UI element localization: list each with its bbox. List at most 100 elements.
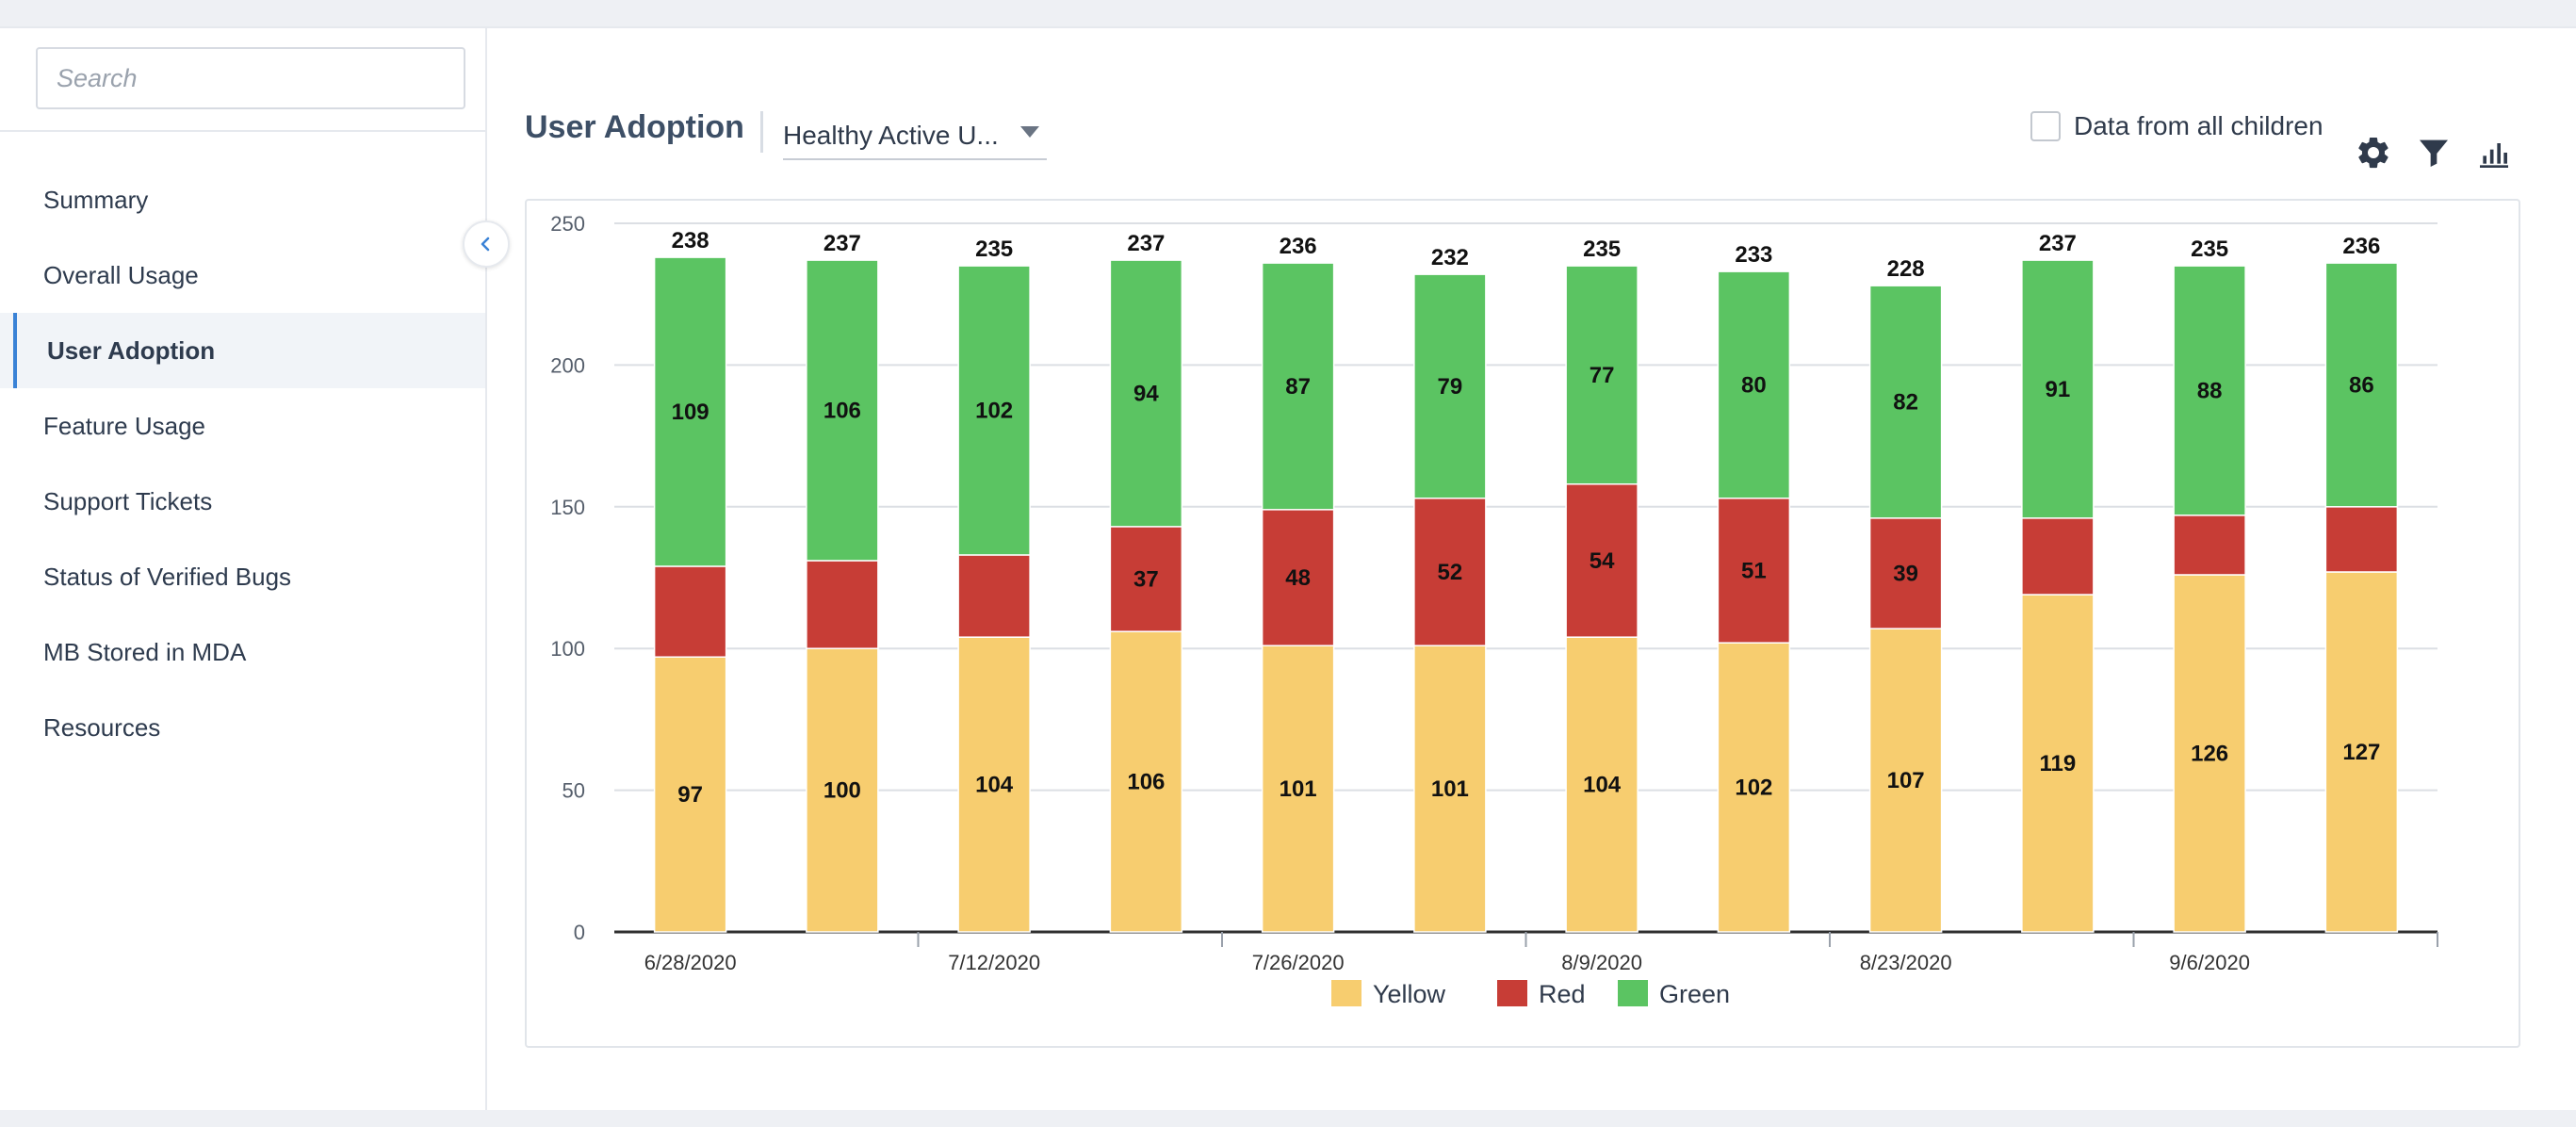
data-label: 82 bbox=[1893, 390, 1918, 416]
data-label: 87 bbox=[1285, 374, 1311, 400]
data-label: 119 bbox=[2040, 751, 2077, 776]
search-input[interactable] bbox=[36, 47, 465, 109]
sidebar: Summary Overall Usage User Adoption Feat… bbox=[0, 28, 487, 1112]
data-label: 102 bbox=[975, 399, 1013, 424]
data-label: 104 bbox=[975, 773, 1014, 798]
bar-segment-green bbox=[2324, 262, 2399, 508]
bar-segment-yellow bbox=[957, 636, 1031, 933]
bar-segment-red bbox=[1565, 482, 1639, 638]
total-label: 237 bbox=[2039, 231, 2077, 256]
sidebar-item-feature-usage[interactable]: Feature Usage bbox=[43, 412, 205, 440]
total-label: 232 bbox=[1431, 245, 1469, 270]
sidebar-item-resources[interactable]: Resources bbox=[43, 713, 161, 742]
total-label: 237 bbox=[1127, 231, 1165, 256]
x-tick-label: 8/9/2020 bbox=[1561, 951, 1642, 974]
data-label: 106 bbox=[823, 399, 861, 424]
data-label: 51 bbox=[1741, 558, 1767, 583]
bar-segment-red bbox=[2324, 506, 2399, 573]
legend-label-yellow: Yellow bbox=[1373, 980, 1446, 1008]
bar-segment-green bbox=[1413, 273, 1487, 499]
bar-segment-yellow bbox=[2021, 594, 2095, 933]
header-divider bbox=[760, 111, 763, 153]
filter-icon[interactable] bbox=[2415, 134, 2453, 172]
y-tick-label: 50 bbox=[562, 779, 585, 803]
legend-swatch-green bbox=[1618, 980, 1648, 1006]
total-label: 233 bbox=[1735, 242, 1772, 268]
bar-segment-green bbox=[2173, 265, 2246, 516]
data-label: 88 bbox=[2197, 378, 2223, 403]
metric-dropdown[interactable]: Healthy Active U... bbox=[783, 107, 1047, 160]
total-label: 238 bbox=[672, 228, 709, 253]
bottom-bar bbox=[0, 1110, 2576, 1127]
data-label: 106 bbox=[1127, 770, 1165, 795]
bar-segment-red bbox=[2021, 517, 2095, 596]
collapse-sidebar-button[interactable] bbox=[463, 220, 510, 268]
x-tick-label: 7/26/2020 bbox=[1252, 951, 1345, 974]
app-window: Summary Overall Usage User Adoption Feat… bbox=[0, 26, 2576, 1112]
bar-segment-yellow bbox=[1413, 645, 1487, 933]
data-label: 52 bbox=[1438, 560, 1463, 585]
data-label: 80 bbox=[1741, 372, 1767, 398]
chart-card: 0 50 100 150 200 250 97 109 238 6/28/2020 100 106 23… bbox=[525, 199, 2520, 1048]
bar-segment-red bbox=[1261, 509, 1335, 646]
total-label: 228 bbox=[1887, 256, 1925, 282]
total-label: 237 bbox=[823, 231, 861, 256]
data-from-all-children-label: Data from all children bbox=[2074, 111, 2323, 140]
gear-icon[interactable] bbox=[2355, 134, 2392, 172]
legend-swatch-yellow bbox=[1331, 980, 1361, 1006]
bar-segment-red bbox=[1868, 517, 1943, 629]
data-from-all-children-toggle[interactable]: Data from all children bbox=[2030, 111, 2323, 141]
data-label: 100 bbox=[823, 778, 861, 804]
data-label: 94 bbox=[1133, 381, 1159, 406]
data-label: 102 bbox=[1735, 776, 1772, 801]
total-label: 235 bbox=[975, 237, 1013, 262]
x-tick-label: 8/23/2020 bbox=[1860, 951, 1952, 974]
sidebar-item-mb-stored-in-mda[interactable]: MB Stored in MDA bbox=[43, 638, 247, 666]
data-label: 79 bbox=[1438, 374, 1463, 400]
data-label: 86 bbox=[2349, 372, 2374, 398]
chart-type-icon[interactable] bbox=[2475, 134, 2513, 172]
bar-segment-yellow bbox=[1109, 630, 1183, 933]
y-tick-label: 200 bbox=[550, 353, 585, 377]
legend-label-red: Red bbox=[1539, 980, 1586, 1008]
total-label: 235 bbox=[2191, 237, 2228, 262]
bar-segment-green bbox=[1717, 270, 1791, 499]
bar-segment-yellow bbox=[806, 647, 879, 933]
caret-down-icon bbox=[1020, 126, 1039, 138]
sidebar-item-user-adoption[interactable]: User Adoption bbox=[0, 313, 485, 388]
bar-segment-red bbox=[1717, 498, 1791, 644]
x-tick-label: 7/12/2020 bbox=[948, 951, 1040, 974]
data-from-all-children-checkbox[interactable] bbox=[2030, 111, 2061, 141]
data-label: 54 bbox=[1590, 548, 1615, 574]
bar-segment-red bbox=[1413, 498, 1487, 646]
sidebar-item-support-tickets[interactable]: Support Tickets bbox=[43, 487, 213, 515]
data-label: 127 bbox=[2342, 740, 2380, 765]
bar-segment-yellow bbox=[1565, 636, 1639, 933]
stacked-bar-chart: 0 50 100 150 200 250 97 109 238 6/28/2020 100 106 23… bbox=[550, 212, 2438, 1008]
data-label: 37 bbox=[1133, 567, 1159, 593]
data-label: 104 bbox=[1583, 773, 1622, 798]
bar-segment-yellow bbox=[2324, 571, 2399, 933]
x-tick-label: 6/28/2020 bbox=[644, 951, 737, 974]
data-label: 101 bbox=[1280, 776, 1317, 802]
bar-segment-green bbox=[957, 265, 1031, 556]
sidebar-item-summary[interactable]: Summary bbox=[43, 186, 149, 214]
legend-label-green: Green bbox=[1659, 980, 1730, 1008]
sidebar-item-overall-usage[interactable]: Overall Usage bbox=[43, 261, 199, 289]
data-label: 101 bbox=[1431, 776, 1469, 802]
y-tick-label: 150 bbox=[550, 496, 585, 519]
y-tick-label: 250 bbox=[550, 212, 585, 236]
data-label: 39 bbox=[1893, 561, 1918, 586]
sidebar-item-status-of-verified-bugs[interactable]: Status of Verified Bugs bbox=[43, 563, 292, 591]
chevron-left-icon bbox=[481, 237, 490, 252]
main-panel: User Adoption Healthy Active U... Data f… bbox=[487, 28, 2576, 1112]
y-tick-label: 0 bbox=[574, 921, 585, 944]
data-label: 97 bbox=[677, 782, 703, 808]
total-label: 236 bbox=[2342, 234, 2380, 259]
bar-segment-red bbox=[806, 560, 879, 649]
bar-segment-green bbox=[806, 259, 879, 562]
data-label: 48 bbox=[1285, 565, 1311, 591]
bar-segment-red bbox=[653, 565, 727, 658]
bar-segment-green bbox=[2021, 259, 2095, 519]
data-label: 107 bbox=[1887, 768, 1925, 793]
